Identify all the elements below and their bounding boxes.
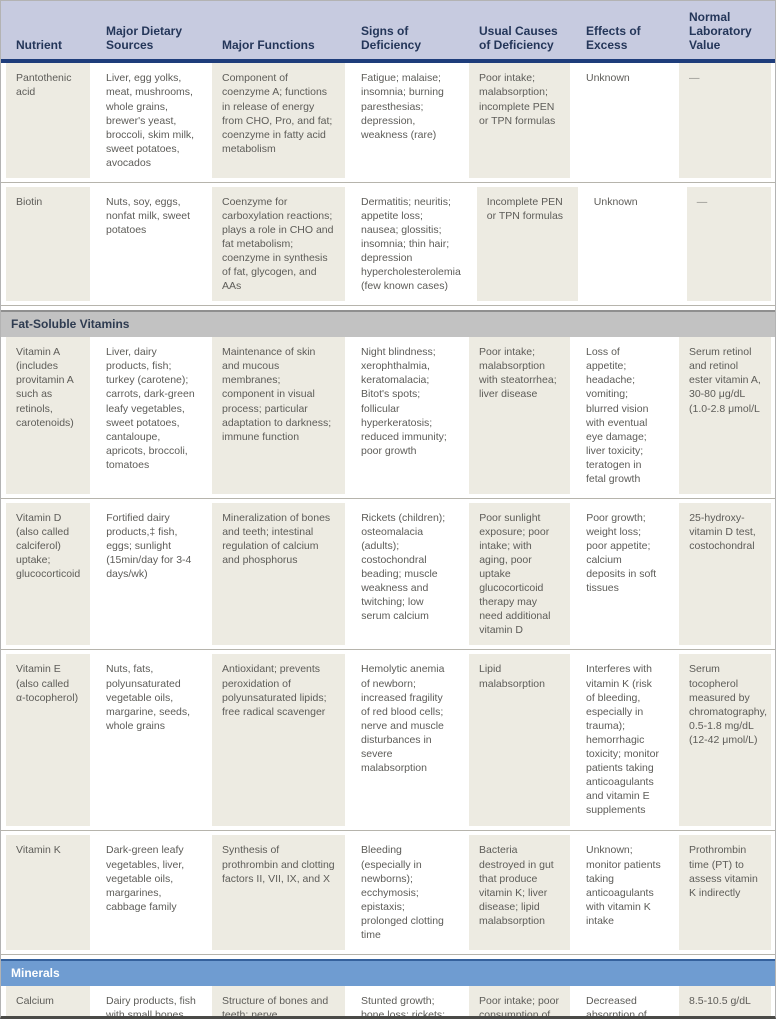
- table-row-calcium: Calcium Dairy products, fish with small …: [1, 985, 775, 1016]
- cell-functions: Maintenance of skin and mucous membranes…: [212, 337, 345, 494]
- column-header-excess: Effects of Excess: [586, 23, 641, 52]
- cell-nutrient: Calcium: [6, 985, 90, 1016]
- cell-functions: Mineralization of bones and teeth; intes…: [212, 502, 346, 646]
- cell-excess: Interferes with vitamin K (risk of bleed…: [576, 654, 673, 827]
- row-divider: [1, 301, 775, 311]
- cell-deficiency-causes: Poor intake; malabsorption; incomplete P…: [469, 63, 570, 178]
- column-header-sources: Major Dietary Sources: [106, 23, 183, 52]
- cell-functions: Component of coenzyme A; functions in re…: [212, 63, 345, 178]
- cell-functions: Coenzyme for carboxylation reactions; pl…: [212, 186, 345, 302]
- column-header-lab-value: Normal Laboratory Value: [689, 10, 752, 52]
- cell-sources: Liver, dairy products, fish; turkey (car…: [96, 337, 206, 494]
- cell-lab-value: 8.5-10.5 g/dL: [679, 985, 771, 1016]
- cell-lab-value: —: [686, 186, 771, 302]
- column-header-deficiency-causes: Usual Causes of Deficiency: [479, 23, 558, 52]
- cell-sources: Dairy products, fish with small bones, d…: [96, 985, 206, 1016]
- cell-deficiency-causes: Poor sunlight exposure; poor intake; wit…: [469, 502, 571, 646]
- column-header-nutrient: Nutrient: [16, 37, 62, 52]
- cell-lab-value: Serum retinol and retinol ester vitamin …: [679, 337, 771, 494]
- table-row-vitamin-k: Vitamin K Dark-green leafy vegetables, l…: [1, 835, 775, 950]
- section-header-minerals: Minerals: [1, 958, 775, 986]
- cell-sources: Nuts, soy, eggs, nonfat milk, sweet pota…: [96, 186, 206, 302]
- column-header-deficiency-signs: Signs of Deficiency: [361, 23, 422, 52]
- cell-deficiency-signs: Rickets (children); osteomalacia (adults…: [351, 502, 464, 646]
- cell-deficiency-signs: Night blindness; xerophthalmia, keratoma…: [351, 337, 463, 494]
- cell-deficiency-causes: Incomplete PEN or TPN formulas: [476, 186, 578, 302]
- cell-excess: Loss of appetite; headache; vomiting; bl…: [576, 337, 673, 494]
- row-divider: [1, 645, 775, 655]
- cell-lab-value: Serum tocopherol measured by chromatogra…: [679, 654, 771, 827]
- cell-deficiency-signs: Bleeding (especially in newborns); ecchy…: [351, 835, 463, 950]
- cell-functions: Structure of bones and teeth; nerve tran…: [212, 985, 345, 1016]
- row-divider: [1, 177, 775, 187]
- cell-deficiency-signs: Hemolytic anemia of newborn; increased f…: [351, 654, 463, 827]
- cell-functions: Synthesis of prothrombin and clotting fa…: [212, 835, 345, 950]
- cell-lab-value: —: [679, 63, 771, 178]
- cell-functions: Antioxidant; prevents peroxidation of po…: [212, 654, 345, 827]
- section-header-fat-soluble-vitamins: Fat-Soluble Vitamins: [1, 310, 775, 338]
- cell-nutrient: Pantothenic acid: [6, 63, 90, 178]
- cell-excess: Poor growth; weight loss; poor appetite;…: [576, 502, 674, 646]
- cell-deficiency-causes: Lipid malabsorption: [469, 654, 570, 827]
- cell-excess: Unknown; monitor patients taking anticoa…: [576, 835, 673, 950]
- cell-nutrient: Biotin: [6, 186, 90, 302]
- table-row-vitamin-a: Vitamin A (includes provitamin A such as…: [1, 337, 775, 494]
- cell-sources: Dark-green leafy vegetables, liver, vege…: [96, 835, 206, 950]
- cell-deficiency-causes: Poor intake; poor consumption of vitamin…: [469, 985, 570, 1016]
- cell-nutrient: Vitamin E (also called α-tocopherol): [6, 654, 90, 827]
- cell-deficiency-causes: Bacteria destroyed in gut that produce v…: [469, 835, 570, 950]
- cell-deficiency-signs: Stunted growth; bone loss; rickets; oste…: [351, 985, 463, 1016]
- cell-deficiency-signs: Dermatitis; neuritis; appetite loss; nau…: [351, 186, 471, 302]
- row-divider: [1, 493, 775, 503]
- cell-lab-value: 25-hydroxy-vitamin D test, costochondral: [679, 502, 771, 646]
- table-row-vitamin-e: Vitamin E (also called α-tocopherol) Nut…: [1, 654, 775, 827]
- cell-sources: Fortified dairy products,‡ fish, eggs; s…: [96, 502, 207, 646]
- cell-deficiency-signs: Fatigue; malaise; insomnia; burning pare…: [351, 63, 463, 178]
- cell-nutrient: Vitamin K: [6, 835, 90, 950]
- table-row-pantothenic-acid: Pantothenic acid Liver, egg yolks, meat,…: [1, 63, 775, 178]
- row-divider: [1, 949, 775, 959]
- cell-excess: Decreased absorption of other minerals; …: [576, 985, 673, 1016]
- table-header-row: Nutrient Major Dietary Sources Major Fun…: [1, 1, 775, 64]
- cell-nutrient: Vitamin D (also called calciferol) uptak…: [6, 502, 91, 646]
- row-divider: [1, 826, 775, 836]
- cell-nutrient: Vitamin A (includes provitamin A such as…: [6, 337, 90, 494]
- cell-sources: Nuts, fats, polyunsaturated vegetable oi…: [96, 654, 206, 827]
- table-row-biotin: Biotin Nuts, soy, eggs, nonfat milk, swe…: [1, 186, 775, 302]
- cell-sources: Liver, egg yolks, meat, mushrooms, whole…: [96, 63, 206, 178]
- table-row-vitamin-d: Vitamin D (also called calciferol) uptak…: [1, 502, 775, 646]
- cell-excess: Unknown: [576, 63, 673, 178]
- cell-lab-value: Prothrombin time (PT) to assess vitamin …: [679, 835, 771, 950]
- cell-excess: Unknown: [583, 186, 681, 302]
- column-header-functions: Major Functions: [222, 37, 315, 52]
- cell-deficiency-causes: Poor intake; malabsorption with steatorr…: [469, 337, 570, 494]
